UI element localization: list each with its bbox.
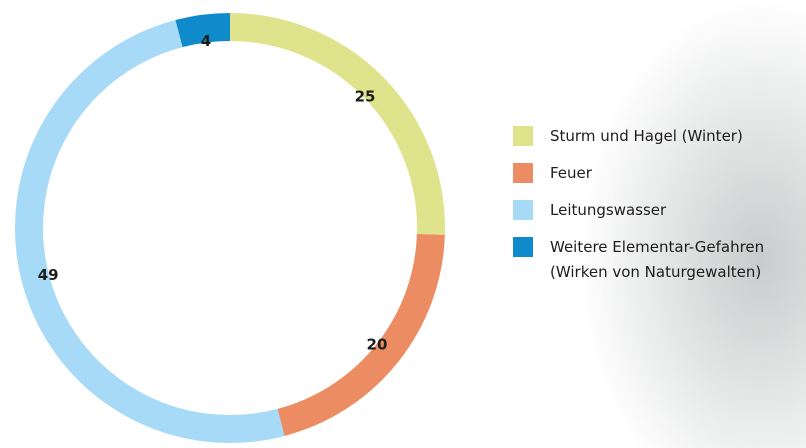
legend-swatch [513,237,533,257]
data-label: 4 [201,32,211,50]
donut-segment [230,27,431,234]
legend-swatch [513,163,533,183]
legend-label: Sturm und Hagel (Winter) [550,124,790,149]
data-label: 25 [355,88,376,106]
legend-swatch [513,200,533,220]
legend-item: Leitungswasser [513,198,793,223]
chart: 25 20 49 4 [0,0,470,448]
legend-item: Sturm und Hagel (Winter) [513,124,793,149]
data-label: 20 [367,336,388,354]
page: 25 20 49 4 Sturm und Hagel (Winter) Feuer Lei… [0,0,806,448]
legend-item: Feuer [513,161,793,186]
data-label: 49 [38,266,59,284]
legend: Sturm und Hagel (Winter) Feuer Leitungswas… [513,124,793,297]
donut-segment [29,34,281,429]
legend-item: Weitere Elementar-Gefahren (Wirken von N… [513,235,793,285]
legend-swatch [513,126,533,146]
legend-label: Leitungswasser [550,198,790,223]
legend-label: Feuer [550,161,790,186]
donut-segment [281,234,431,422]
legend-label: Weitere Elementar-Gefahren (Wirken von N… [550,235,790,285]
